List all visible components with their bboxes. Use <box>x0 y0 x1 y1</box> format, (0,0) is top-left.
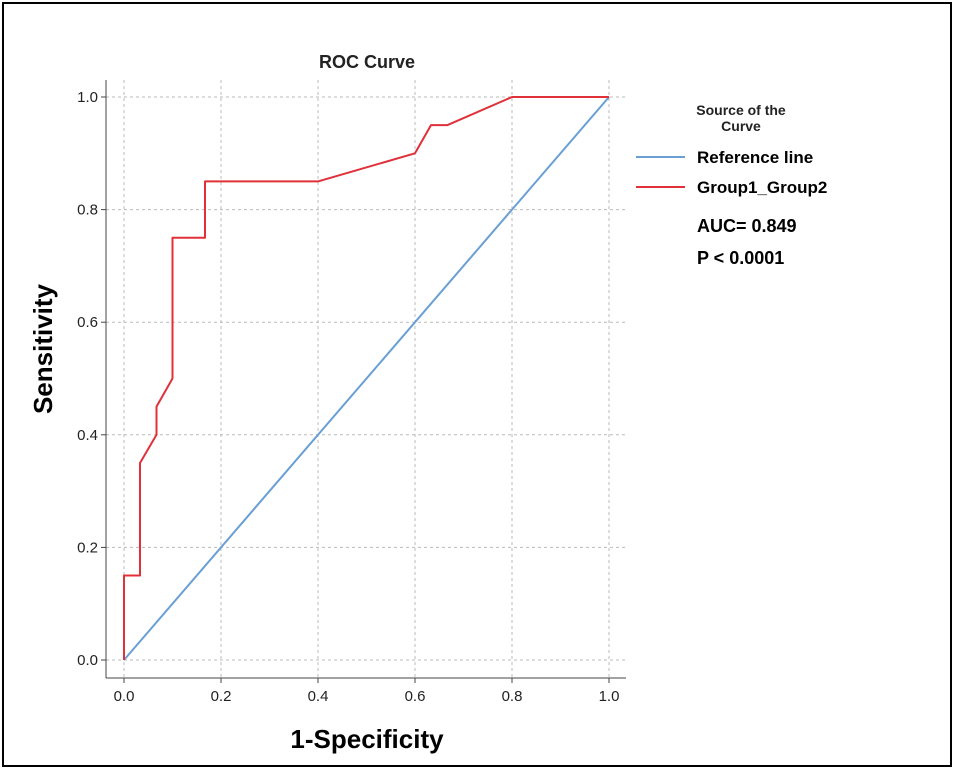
legend-title-line2: Curve <box>721 118 761 134</box>
p-value-annotation: P < 0.0001 <box>697 248 784 268</box>
y-tick-label-1: 0.2 <box>77 539 98 556</box>
reference-line-series <box>123 96 610 661</box>
x-axis-label: 1-Specificity <box>290 724 444 754</box>
x-tick-label-2: 0.4 <box>308 688 329 705</box>
x-tick-label-3: 0.6 <box>405 688 426 705</box>
series-layer <box>123 96 610 661</box>
x-tick-labels: 0.0 0.2 0.4 0.6 0.8 1.0 <box>114 678 620 705</box>
legend-title-line1: Source of the <box>696 102 786 118</box>
y-tick-label-0: 0.0 <box>77 652 98 669</box>
x-tick-label-5: 1.0 <box>599 688 620 705</box>
legend-label-group1-group2: Group1_Group2 <box>697 178 827 197</box>
x-tick-label-4: 0.8 <box>502 688 523 705</box>
y-tick-label-2: 0.4 <box>77 427 98 444</box>
group1-group2-series <box>123 96 609 660</box>
x-tick-label-0: 0.0 <box>114 688 135 705</box>
chart-title: ROC Curve <box>319 52 415 72</box>
legend: Source of the Curve Reference line Group… <box>636 102 827 197</box>
y-axis-label: Sensitivity <box>28 283 58 414</box>
axes-layer <box>105 80 626 679</box>
y-tick-label-5: 1.0 <box>77 89 98 106</box>
legend-label-reference-line: Reference line <box>697 148 813 167</box>
y-tick-label-3: 0.6 <box>77 314 98 331</box>
y-tick-labels: 0.0 0.2 0.4 0.6 0.8 1.0 <box>77 89 106 669</box>
x-tick-label-1: 0.2 <box>211 688 232 705</box>
auc-annotation: AUC= 0.849 <box>697 216 797 236</box>
y-tick-label-4: 0.8 <box>77 202 98 219</box>
